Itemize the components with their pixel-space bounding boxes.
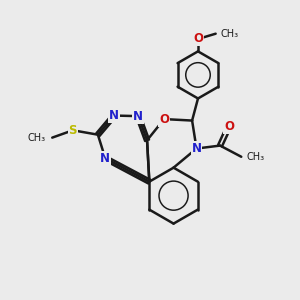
Text: S: S xyxy=(69,124,77,137)
Text: O: O xyxy=(224,120,234,133)
Text: O: O xyxy=(193,32,203,46)
Text: N: N xyxy=(191,142,202,155)
Text: N: N xyxy=(109,109,119,122)
Text: N: N xyxy=(100,152,110,165)
Text: O: O xyxy=(159,112,169,126)
Text: CH₃: CH₃ xyxy=(28,133,46,142)
Text: CH₃: CH₃ xyxy=(247,152,265,162)
Text: N: N xyxy=(133,110,143,123)
Text: CH₃: CH₃ xyxy=(221,29,239,39)
